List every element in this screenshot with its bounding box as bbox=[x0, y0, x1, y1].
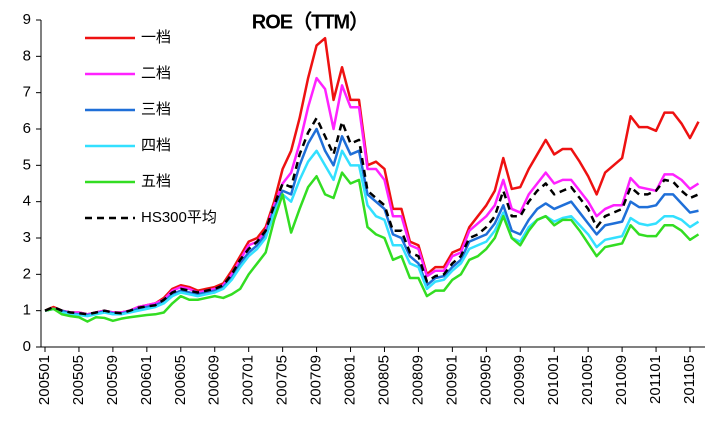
series-line bbox=[44, 76, 700, 316]
y-tick-label: 8 bbox=[23, 47, 31, 64]
x-tick-label: 200905 bbox=[477, 355, 494, 405]
series-line bbox=[44, 116, 699, 316]
x-tick-label: 200605 bbox=[172, 355, 189, 405]
legend-label: 四档 bbox=[141, 137, 171, 154]
legend-label: 五档 bbox=[141, 173, 171, 190]
y-tick-label: 9 bbox=[23, 11, 31, 28]
y-tick-label: 7 bbox=[23, 84, 31, 101]
x-tick-label: 200805 bbox=[375, 355, 392, 405]
x-tick-label: 200701 bbox=[240, 355, 257, 405]
x-tick-label: 201105 bbox=[681, 355, 698, 404]
chart-title: ROE（TTM） bbox=[252, 10, 368, 33]
x-tick-label: 201009 bbox=[613, 355, 630, 405]
x-tick-label: 201101 bbox=[647, 355, 664, 404]
series-line bbox=[44, 171, 700, 323]
legend-label: 二档 bbox=[141, 65, 171, 82]
legend-label: 三档 bbox=[141, 101, 171, 118]
x-tick-label: 201001 bbox=[545, 355, 562, 405]
x-tick-label: 200709 bbox=[308, 355, 325, 405]
x-tick-label: 201005 bbox=[579, 355, 596, 405]
y-tick-label: 5 bbox=[23, 156, 31, 173]
y-tick-label: 4 bbox=[23, 193, 31, 210]
x-tick-label: 200705 bbox=[274, 355, 291, 405]
series-line bbox=[44, 149, 700, 318]
x-tick-label: 200801 bbox=[341, 355, 358, 405]
x-tick-label: 200609 bbox=[206, 355, 223, 405]
x-tick-label: 200501 bbox=[36, 355, 53, 405]
legend-label: 一档 bbox=[141, 29, 171, 46]
x-tick-label: 200505 bbox=[70, 355, 87, 405]
y-tick-label: 3 bbox=[23, 229, 31, 246]
y-tick-label: 6 bbox=[23, 120, 31, 137]
legend-label: HS300平均 bbox=[141, 209, 217, 226]
y-tick-label: 2 bbox=[23, 265, 31, 282]
y-tick-label: 1 bbox=[23, 302, 31, 319]
x-tick-label: 200601 bbox=[138, 355, 155, 405]
y-tick-label: 0 bbox=[23, 338, 31, 355]
x-tick-label: 200909 bbox=[511, 355, 528, 405]
x-tick-label: 200809 bbox=[409, 355, 426, 405]
x-tick-label: 200509 bbox=[104, 355, 121, 405]
x-tick-label: 200901 bbox=[443, 355, 460, 405]
